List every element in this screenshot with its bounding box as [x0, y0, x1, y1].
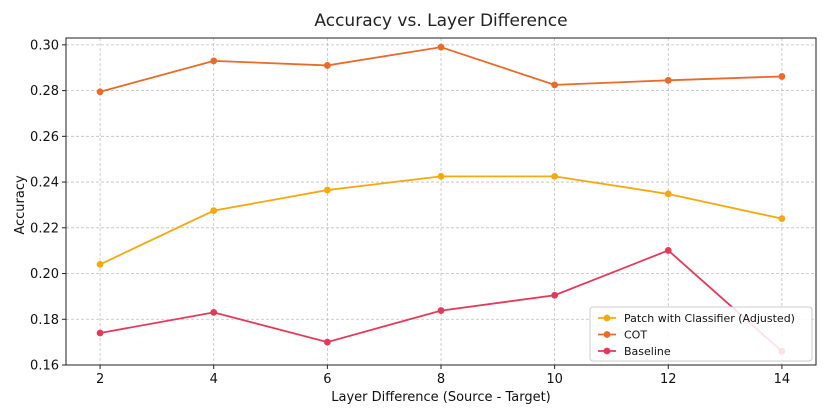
data-point	[323, 338, 331, 346]
y-tick-label: 0.26	[30, 130, 59, 145]
data-point	[210, 57, 218, 65]
data-point	[96, 260, 104, 268]
legend: Patch with Classifier (Adjusted) COT Basel…	[589, 306, 813, 362]
data-point	[323, 62, 331, 69]
data-point	[323, 186, 331, 194]
y-axis-label: Accuracy	[13, 175, 28, 235]
data-point	[96, 329, 104, 337]
data-point	[551, 81, 559, 89]
data-point	[664, 190, 672, 198]
y-tick-label: 0.30	[30, 38, 59, 53]
legend-swatch-marker	[603, 314, 611, 322]
data-point	[551, 291, 559, 299]
legend-label: Patch with Classifier (Adjusted)	[624, 312, 795, 325]
data-point	[210, 207, 218, 215]
data-point	[551, 172, 559, 180]
legend-label: Baseline	[624, 345, 671, 358]
x-tick-label: 8	[437, 372, 445, 387]
data-point	[437, 172, 445, 180]
data-point	[437, 43, 445, 51]
x-axis-label: Layer Difference (Source - Target)	[331, 390, 551, 405]
data-point	[96, 88, 104, 96]
x-tick-label: 6	[323, 372, 331, 387]
data-point	[778, 215, 786, 223]
y-tick-label: 0.28	[30, 84, 59, 99]
data-point	[778, 73, 786, 80]
legend-swatch-marker	[603, 331, 611, 338]
y-tick-label: 0.18	[30, 313, 59, 328]
x-tick-label: 2	[96, 372, 104, 387]
data-point	[664, 247, 672, 254]
series-lines	[96, 43, 786, 355]
x-tick-label: 14	[774, 372, 791, 387]
y-tick-label: 0.20	[30, 267, 59, 282]
y-tick-label: 0.16	[30, 359, 59, 374]
axes: 2 4 6 8 10 12 14 0.16 0.18 0.20 0.22 0.24 0.26 0.28 0.…	[30, 37, 817, 387]
legend-swatch-marker	[603, 347, 611, 355]
y-tick-label: 0.24	[30, 176, 59, 191]
x-tick-label: 10	[546, 372, 563, 387]
data-point	[437, 307, 445, 314]
data-point	[664, 76, 672, 84]
y-tick-label: 0.22	[30, 221, 59, 236]
x-tick-label: 4	[210, 372, 218, 387]
data-point	[210, 309, 218, 316]
chart-title: Accuracy vs. Layer Difference	[314, 11, 567, 31]
x-tick-label: 12	[660, 372, 677, 387]
legend-box	[589, 306, 813, 362]
legend-label: COT	[624, 329, 647, 342]
